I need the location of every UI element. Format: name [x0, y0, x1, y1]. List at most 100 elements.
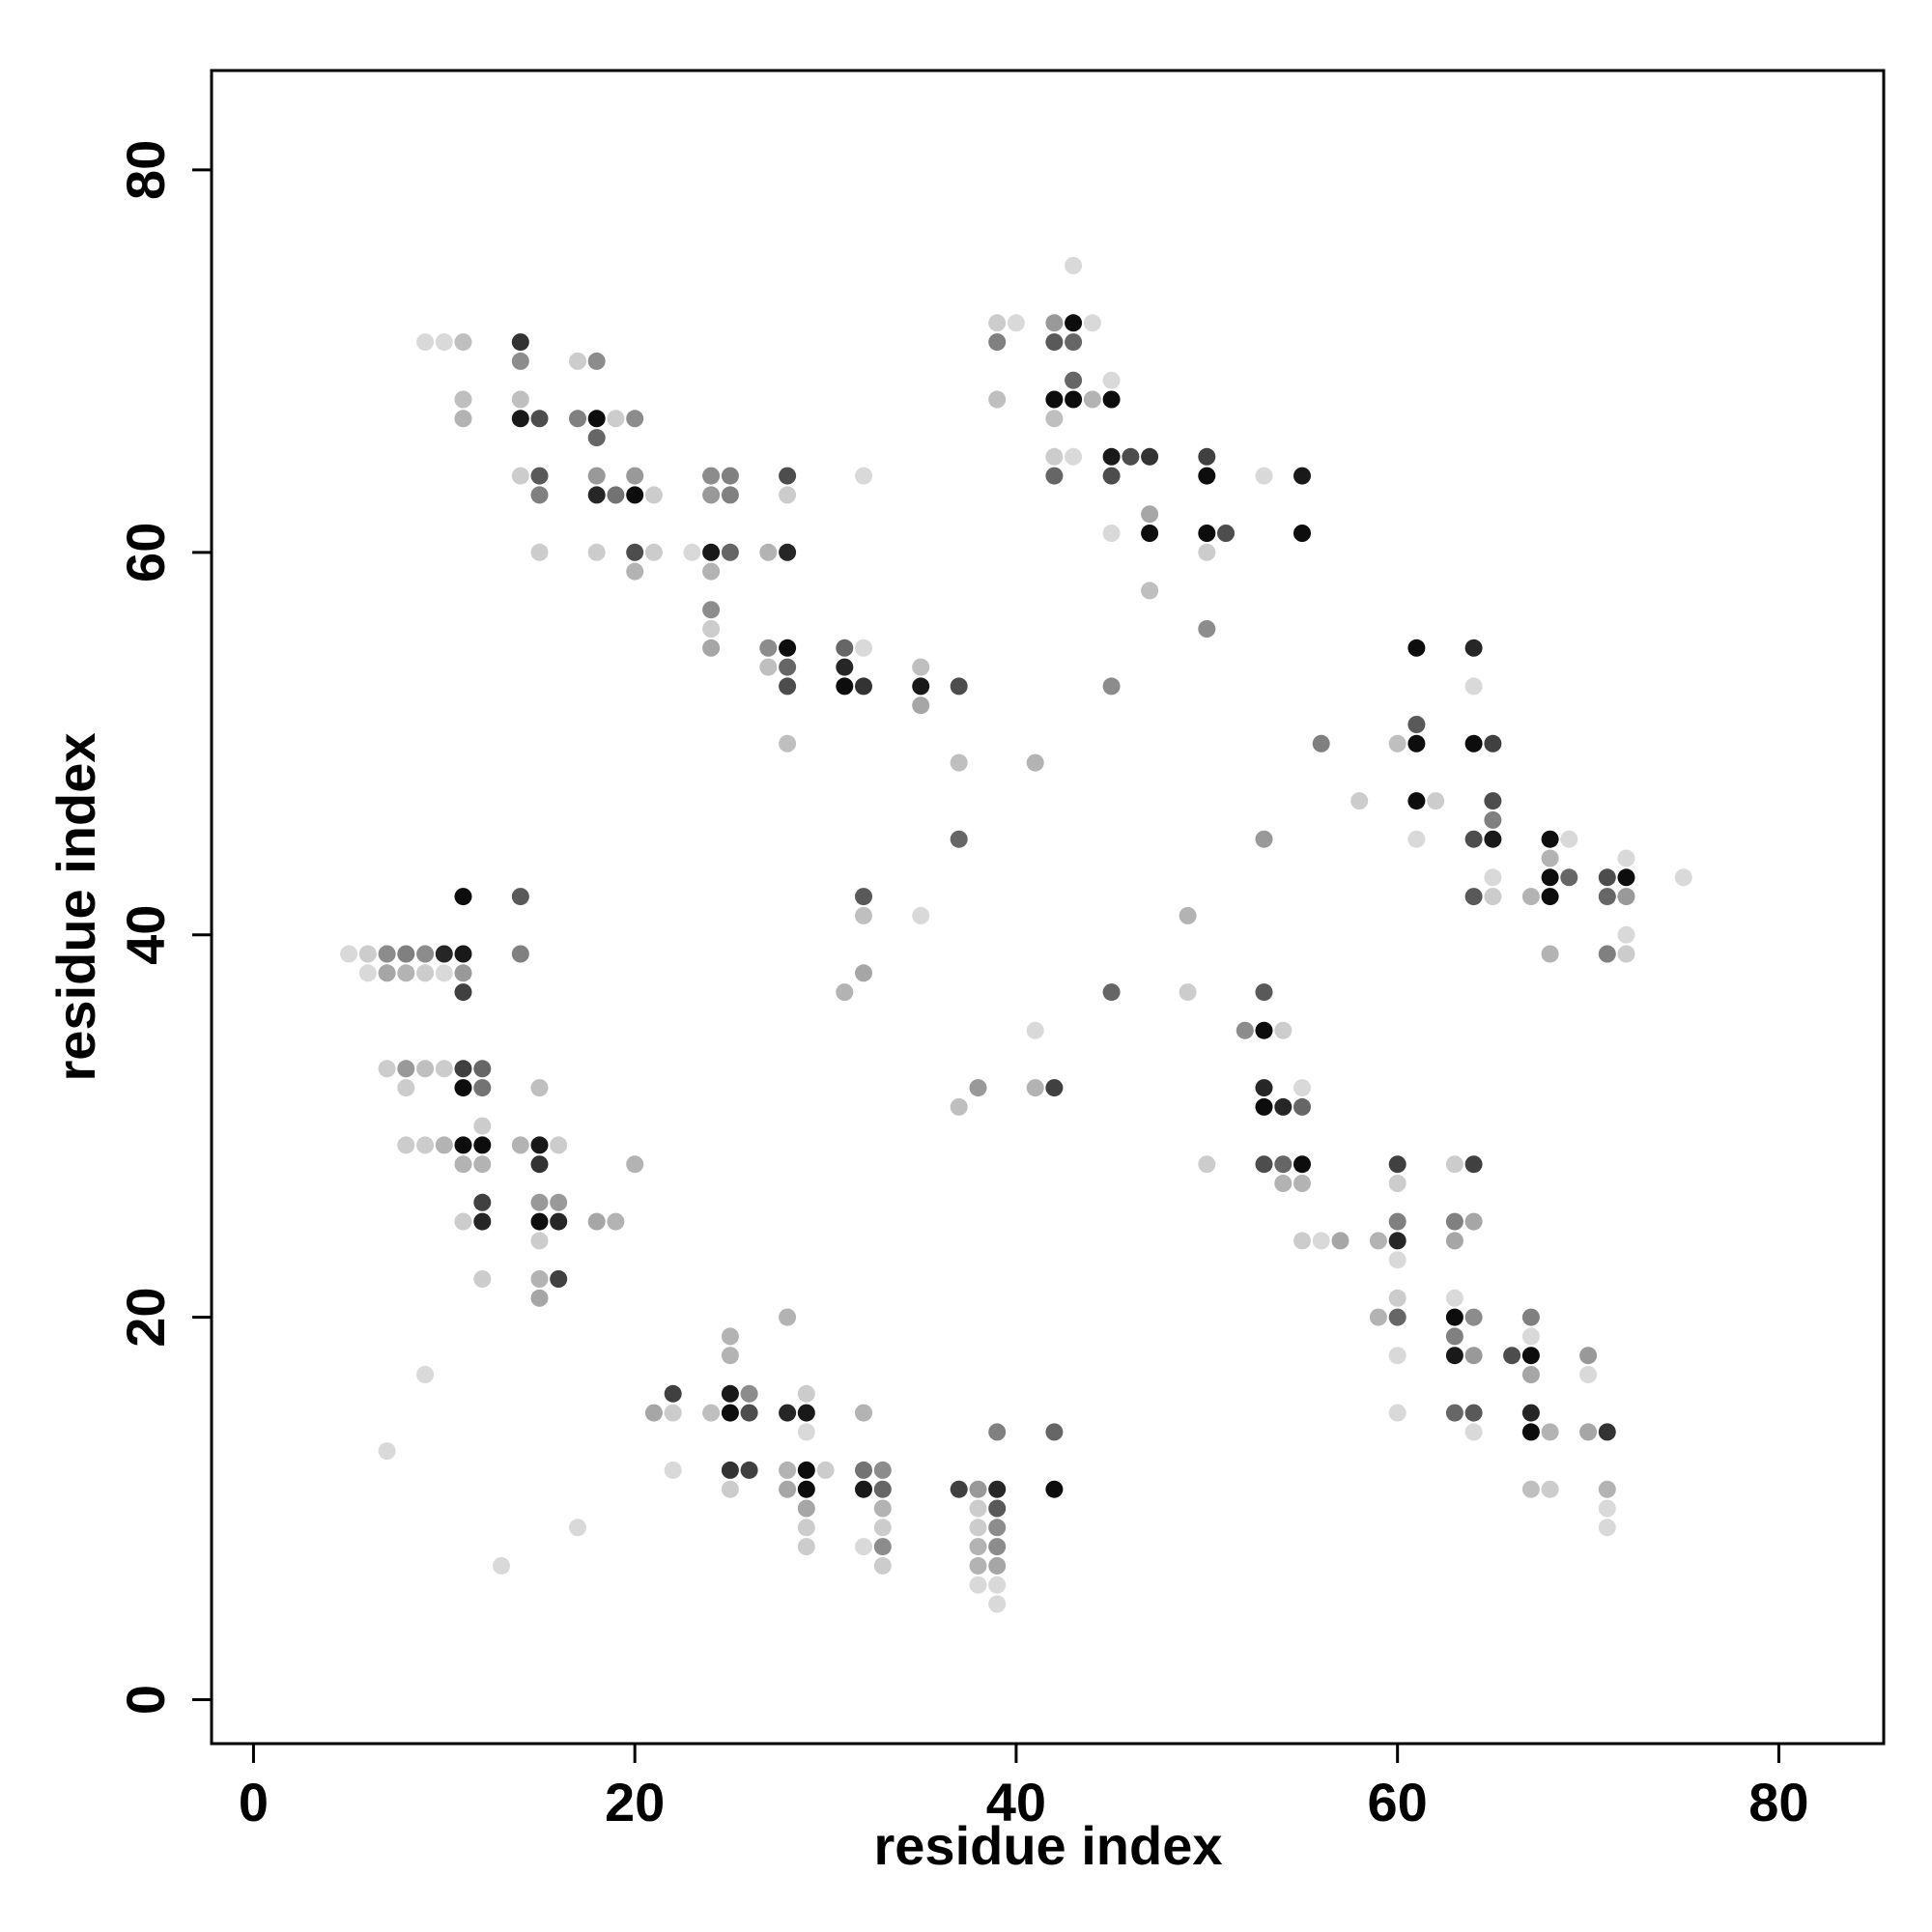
data-point: [1445, 1308, 1463, 1326]
data-point: [816, 1461, 835, 1479]
data-point: [988, 390, 1007, 409]
data-point: [855, 1461, 872, 1479]
x-axis-title: residue index: [873, 1815, 1222, 1876]
data-point: [1598, 1423, 1616, 1441]
data-point: [1217, 525, 1235, 542]
data-point: [873, 1556, 892, 1575]
data-point: [1407, 830, 1426, 848]
data-point: [587, 429, 606, 447]
data-point: [1464, 1347, 1483, 1365]
data-point: [721, 486, 739, 504]
data-point: [1427, 792, 1445, 810]
data-point: [797, 1404, 815, 1422]
data-point: [1274, 1175, 1293, 1192]
data-point: [1521, 1366, 1540, 1383]
data-point: [1293, 1155, 1311, 1174]
data-point: [702, 1404, 721, 1422]
data-point: [1541, 1423, 1559, 1441]
data-point: [1617, 888, 1635, 906]
data-point: [378, 1442, 396, 1461]
y-axis: 0 20 40 60 80: [115, 140, 212, 1715]
data-point: [550, 1212, 568, 1231]
data-point: [1598, 1480, 1616, 1498]
data-point: [912, 677, 930, 696]
data-point: [493, 1556, 510, 1575]
data-point: [530, 1289, 549, 1307]
data-point: [855, 1480, 872, 1498]
data-point: [1464, 1155, 1483, 1174]
x-tick-label: 40: [986, 1772, 1046, 1833]
data-point: [1198, 620, 1216, 638]
data-point: [1274, 1097, 1293, 1116]
data-point: [702, 543, 721, 561]
data-point: [1541, 830, 1559, 848]
data-point: [1445, 1327, 1463, 1346]
data-point: [988, 314, 1007, 332]
data-point: [1236, 1021, 1254, 1039]
data-point: [454, 945, 472, 963]
data-point: [473, 1155, 492, 1174]
data-point: [1464, 888, 1483, 906]
data-point: [454, 1079, 472, 1097]
data-point: [740, 1384, 758, 1403]
data-point: [836, 983, 854, 1002]
data-point: [1102, 371, 1121, 389]
data-point: [473, 1117, 492, 1135]
data-point: [416, 1366, 435, 1383]
data-point: [779, 1308, 797, 1326]
data-point: [1198, 543, 1216, 561]
data-point: [1141, 582, 1159, 600]
data-point: [797, 1480, 815, 1498]
data-point: [454, 888, 472, 906]
data-point: [416, 945, 435, 963]
data-point: [587, 486, 606, 504]
data-point: [950, 1097, 968, 1116]
data-point: [988, 1576, 1007, 1594]
data-point: [1312, 1232, 1330, 1250]
data-point: [1102, 525, 1121, 542]
data-point: [797, 1384, 815, 1403]
data-point: [1198, 525, 1216, 542]
data-point: [1369, 1308, 1387, 1326]
data-point: [587, 410, 606, 428]
data-point: [473, 1212, 492, 1231]
data-point: [1541, 945, 1559, 963]
data-point: [1521, 1327, 1540, 1346]
x-tick-label: 80: [1748, 1772, 1808, 1833]
data-point: [1045, 467, 1064, 485]
data-point: [511, 467, 529, 485]
data-point: [626, 562, 644, 581]
data-point: [550, 1270, 568, 1288]
data-point: [855, 1538, 872, 1556]
data-point: [855, 467, 872, 485]
data-point: [1388, 1347, 1406, 1365]
data-point: [950, 677, 968, 696]
data-point: [1388, 1155, 1406, 1174]
data-point: [759, 543, 778, 561]
data-point: [873, 1480, 892, 1498]
data-point: [1598, 1519, 1616, 1537]
data-point: [1350, 792, 1369, 810]
data-point: [473, 1270, 492, 1288]
data-point: [530, 1079, 549, 1097]
data-point: [530, 1193, 549, 1211]
data-point: [1102, 983, 1121, 1002]
data-point: [454, 983, 472, 1002]
data-point: [873, 1519, 892, 1537]
data-point: [530, 486, 549, 504]
data-point: [1445, 1232, 1463, 1250]
x-axis: 0 20 40 60 80: [239, 1744, 1809, 1833]
data-point: [530, 1212, 549, 1231]
data-point: [378, 964, 396, 982]
data-point: [1045, 1079, 1064, 1097]
data-point: [454, 333, 472, 352]
data-point: [454, 410, 472, 428]
data-point: [969, 1079, 987, 1097]
data-point: [530, 410, 549, 428]
data-point: [1312, 734, 1330, 753]
data-point: [1445, 1155, 1463, 1174]
data-point: [607, 410, 625, 428]
data-point: [1045, 447, 1064, 466]
data-point: [397, 1136, 415, 1154]
data-point: [855, 639, 872, 657]
